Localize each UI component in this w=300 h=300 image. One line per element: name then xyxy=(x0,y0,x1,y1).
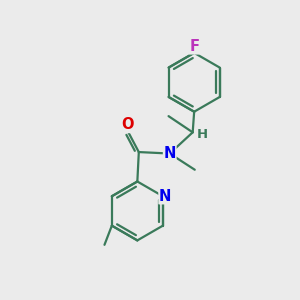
Text: N: N xyxy=(159,189,171,204)
Text: O: O xyxy=(122,118,134,133)
Text: F: F xyxy=(189,39,199,54)
Text: N: N xyxy=(164,146,176,161)
Text: H: H xyxy=(196,128,208,141)
